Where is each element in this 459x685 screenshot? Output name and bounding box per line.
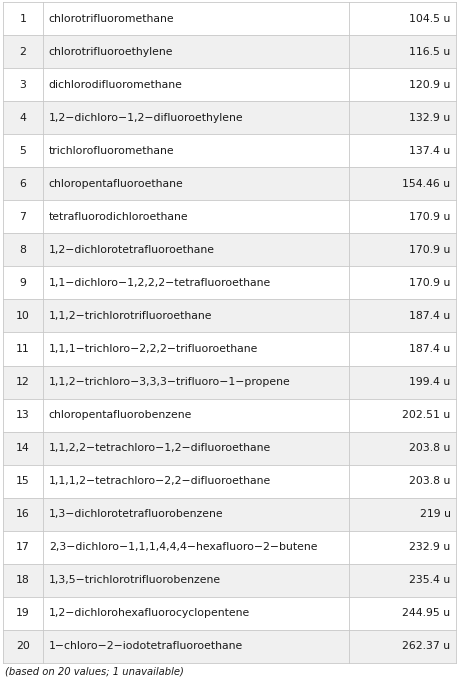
Text: 154.46 u: 154.46 u bbox=[403, 179, 451, 189]
Text: 19: 19 bbox=[16, 608, 30, 619]
Bar bbox=[3, 432, 456, 464]
Text: 11: 11 bbox=[16, 344, 30, 354]
Text: 1: 1 bbox=[19, 14, 26, 23]
Text: 116.5 u: 116.5 u bbox=[409, 47, 451, 57]
Text: 13: 13 bbox=[16, 410, 30, 420]
Bar bbox=[3, 498, 456, 531]
Text: 170.9 u: 170.9 u bbox=[409, 212, 451, 222]
Bar bbox=[3, 464, 456, 498]
Text: 203.8 u: 203.8 u bbox=[409, 476, 451, 486]
Text: 2: 2 bbox=[19, 47, 26, 57]
Text: 202.51 u: 202.51 u bbox=[403, 410, 451, 420]
Bar bbox=[3, 366, 456, 399]
Text: 262.37 u: 262.37 u bbox=[403, 641, 451, 651]
Text: 9: 9 bbox=[19, 278, 26, 288]
Text: trichlorofluoromethane: trichlorofluoromethane bbox=[49, 146, 174, 155]
Text: 1,3−dichlorotetrafluorobenzene: 1,3−dichlorotetrafluorobenzene bbox=[49, 509, 224, 519]
Bar bbox=[3, 134, 456, 167]
Text: 132.9 u: 132.9 u bbox=[409, 112, 451, 123]
Text: 219 u: 219 u bbox=[420, 509, 451, 519]
Text: (based on 20 values; 1 unavailable): (based on 20 values; 1 unavailable) bbox=[6, 667, 184, 677]
Bar bbox=[3, 2, 456, 35]
Text: 3: 3 bbox=[19, 79, 26, 90]
Text: 1,1,2−trichlorotrifluoroethane: 1,1,2−trichlorotrifluoroethane bbox=[49, 311, 212, 321]
Bar bbox=[3, 234, 456, 266]
Bar bbox=[3, 266, 456, 299]
Bar bbox=[3, 167, 456, 200]
Bar bbox=[3, 399, 456, 432]
Text: 120.9 u: 120.9 u bbox=[409, 79, 451, 90]
Text: 7: 7 bbox=[19, 212, 26, 222]
Text: 2,3−dichloro−1,1,1,4,4,4−hexafluoro−2−butene: 2,3−dichloro−1,1,1,4,4,4−hexafluoro−2−bu… bbox=[49, 543, 317, 552]
Text: 187.4 u: 187.4 u bbox=[409, 311, 451, 321]
Text: chloropentafluorobenzene: chloropentafluorobenzene bbox=[49, 410, 192, 420]
Text: tetrafluorodichloroethane: tetrafluorodichloroethane bbox=[49, 212, 188, 222]
Text: 20: 20 bbox=[16, 641, 30, 651]
Text: 1,1,1,2−tetrachloro−2,2−difluoroethane: 1,1,1,2−tetrachloro−2,2−difluoroethane bbox=[49, 476, 271, 486]
Bar bbox=[3, 101, 456, 134]
Text: 1,1,2−trichloro−3,3,3−trifluoro−1−propene: 1,1,2−trichloro−3,3,3−trifluoro−1−propen… bbox=[49, 377, 291, 387]
Text: 5: 5 bbox=[19, 146, 26, 155]
Text: 1,3,5−trichlorotrifluorobenzene: 1,3,5−trichlorotrifluorobenzene bbox=[49, 575, 221, 586]
Text: 104.5 u: 104.5 u bbox=[409, 14, 451, 23]
Text: 15: 15 bbox=[16, 476, 30, 486]
Text: 17: 17 bbox=[16, 543, 30, 552]
Text: 203.8 u: 203.8 u bbox=[409, 443, 451, 453]
Text: 1,1−dichloro−1,2,2,2−tetrafluoroethane: 1,1−dichloro−1,2,2,2−tetrafluoroethane bbox=[49, 278, 271, 288]
Text: 4: 4 bbox=[19, 112, 26, 123]
Text: 18: 18 bbox=[16, 575, 30, 586]
Text: chlorotrifluoroethylene: chlorotrifluoroethylene bbox=[49, 47, 173, 57]
Text: 8: 8 bbox=[19, 245, 26, 255]
Text: chloropentafluoroethane: chloropentafluoroethane bbox=[49, 179, 184, 189]
Text: 14: 14 bbox=[16, 443, 30, 453]
Text: 232.9 u: 232.9 u bbox=[409, 543, 451, 552]
Text: 137.4 u: 137.4 u bbox=[409, 146, 451, 155]
Text: 244.95 u: 244.95 u bbox=[403, 608, 451, 619]
Text: 1,2−dichlorohexafluorocyclopentene: 1,2−dichlorohexafluorocyclopentene bbox=[49, 608, 250, 619]
Bar bbox=[3, 597, 456, 630]
Bar bbox=[3, 299, 456, 332]
Text: 1,2−dichlorotetrafluoroethane: 1,2−dichlorotetrafluoroethane bbox=[49, 245, 215, 255]
Text: 170.9 u: 170.9 u bbox=[409, 245, 451, 255]
Bar bbox=[3, 68, 456, 101]
Text: 1−chloro−2−iodotetrafluoroethane: 1−chloro−2−iodotetrafluoroethane bbox=[49, 641, 243, 651]
Text: 199.4 u: 199.4 u bbox=[409, 377, 451, 387]
Text: 170.9 u: 170.9 u bbox=[409, 278, 451, 288]
Text: 16: 16 bbox=[16, 509, 30, 519]
Bar bbox=[3, 564, 456, 597]
Text: chlorotrifluoromethane: chlorotrifluoromethane bbox=[49, 14, 174, 23]
Text: 1,2−dichloro−1,2−difluoroethylene: 1,2−dichloro−1,2−difluoroethylene bbox=[49, 112, 243, 123]
Bar bbox=[3, 531, 456, 564]
Bar bbox=[3, 35, 456, 68]
Bar bbox=[3, 332, 456, 366]
Text: 235.4 u: 235.4 u bbox=[409, 575, 451, 586]
Text: 187.4 u: 187.4 u bbox=[409, 344, 451, 354]
Text: 1,1,1−trichloro−2,2,2−trifluoroethane: 1,1,1−trichloro−2,2,2−trifluoroethane bbox=[49, 344, 258, 354]
Text: dichlorodifluoromethane: dichlorodifluoromethane bbox=[49, 79, 183, 90]
Text: 6: 6 bbox=[19, 179, 26, 189]
Text: 10: 10 bbox=[16, 311, 30, 321]
Text: 12: 12 bbox=[16, 377, 30, 387]
Text: 1,1,2,2−tetrachloro−1,2−difluoroethane: 1,1,2,2−tetrachloro−1,2−difluoroethane bbox=[49, 443, 271, 453]
Bar bbox=[3, 200, 456, 234]
Bar bbox=[3, 630, 456, 663]
